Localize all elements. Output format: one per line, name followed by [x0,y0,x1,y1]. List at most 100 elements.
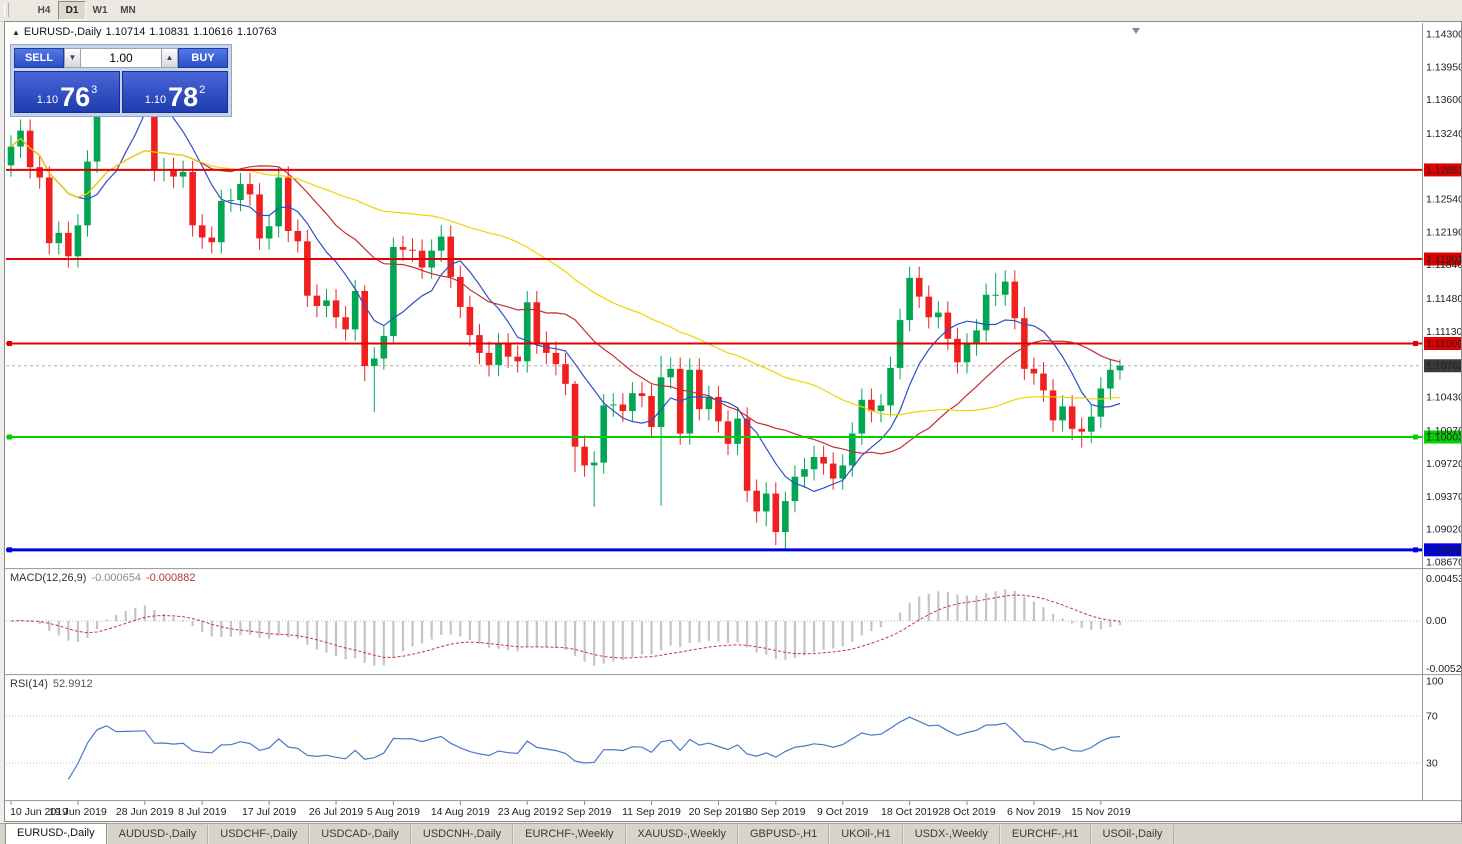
level-handle[interactable] [7,434,12,440]
bid-price-point: 3 [91,84,98,96]
macd-name: MACD(12,26,9) [10,572,87,584]
timeframe-button-d1[interactable]: D1 [58,1,86,20]
chart-tab-usdcad-daily[interactable]: USDCAD-,Daily [309,825,411,844]
level-price-badge[interactable] [1424,543,1461,557]
current-price-badge-label: 1.10763 [1426,360,1461,372]
chart-shift-marker-icon[interactable] [1132,28,1140,34]
date-label: 6 Nov 2019 [1007,806,1061,818]
date-label: 14 Aug 2019 [431,806,490,818]
rsi-scale-label: 70 [1426,711,1438,723]
rsi-line [67,716,1121,780]
sell-button[interactable]: SELL [14,48,64,68]
level-price-badge[interactable] [1424,337,1461,351]
volume-input[interactable] [81,48,161,68]
rsi-indicator-label: RSI(14) 52.9912 [10,678,93,690]
chart-tab-usdx-weekly[interactable]: USDX-,Weekly [902,825,1000,844]
volume-increase-button[interactable]: ▲ [161,48,178,68]
level-price-badge[interactable] [1424,163,1461,177]
level-handle[interactable] [7,547,12,553]
date-label: 15 Nov 2019 [1071,806,1131,818]
price-scale-label: 1.11480 [1426,293,1461,305]
chart-tab-eurchf-h1[interactable]: EURCHF-,H1 [999,825,1091,844]
level-handle[interactable] [1413,547,1418,553]
macd-main-value: -0.000654 [91,572,141,584]
date-label: 26 Jul 2019 [309,806,363,818]
date-label: 10 Jun 2019 [10,806,68,818]
ask-price-display[interactable]: 1.10 78 2 [122,71,228,113]
chart-tab-usdchf-daily[interactable]: USDCHF-,Daily [208,825,310,844]
ma-line-45 [10,137,1121,416]
price-scale-label: 1.09370 [1426,491,1461,503]
ask-price-pips: 78 [168,82,199,112]
chart-tab-eurchf-weekly[interactable]: EURCHF-,Weekly [513,825,626,844]
chart-tab-xauusd-weekly[interactable]: XAUUSD-,Weekly [625,825,738,844]
level-handle[interactable] [7,341,12,347]
chart-tab-usoil-daily[interactable]: USOil-,Daily [1090,825,1175,844]
date-label: 5 Aug 2019 [367,806,420,818]
price-scale-label: 1.09020 [1426,524,1461,536]
macd-scale-label: -0.005205 [1426,663,1461,675]
bid-price-display[interactable]: 1.10 76 3 [14,71,120,113]
price-chart[interactable]: 1.12851 1.11901 1.11000 1.10003 1.08800 1.143… [5,22,1461,821]
volume-decrease-button[interactable]: ▼ [64,48,81,68]
level-price-badge[interactable] [1424,252,1461,266]
chart-tab-ukoil-h1[interactable]: UKOil-,H1 [829,825,903,844]
date-label: 18 Oct 2019 [881,806,938,818]
macd-pane[interactable] [6,589,1422,666]
ask-price-point: 2 [199,84,206,96]
panel-collapse-icon[interactable]: ▲ [12,28,20,37]
bid-price-pips: 76 [60,82,91,112]
macd-scale-label: 0.004536 [1426,573,1461,585]
bid-price-prefix: 1.10 [36,94,59,106]
date-label: 30 Sep 2019 [746,806,806,818]
main-price-pane[interactable] [6,51,1422,551]
timeframe-button-w1[interactable]: W1 [92,5,108,16]
level-price-badge[interactable] [1424,430,1461,444]
macd-signal-value: -0.000882 [145,572,196,584]
buy-button[interactable]: BUY [178,48,228,68]
date-label: 2 Sep 2019 [558,806,612,818]
toolbar-drag-handle[interactable] [4,3,9,17]
ask-price-prefix: 1.10 [144,94,167,106]
rsi-name: RSI(14) [10,678,48,690]
ma-line-20 [10,137,1121,455]
price-scale-label: 1.11130 [1426,326,1461,338]
date-label: 28 Oct 2019 [938,806,995,818]
macd-scale-label: 0.00 [1426,615,1447,627]
level-handle[interactable] [1413,434,1418,440]
ohlc-close: 1.10763 [236,26,277,38]
date-label: 23 Aug 2019 [498,806,557,818]
price-scale-label: 1.12190 [1426,226,1461,238]
price-scale-label: 1.10070 [1426,425,1461,437]
ohlc-open: 1.10714 [105,26,146,38]
level-price-badge-label: 1.11901 [1426,254,1461,266]
chart-tab-gbpusd-h1[interactable]: GBPUSD-,H1 [737,825,830,844]
price-scale-label: 1.13240 [1426,128,1461,140]
chart-panel: 1.12851 1.11901 1.11000 1.10003 1.08800 1.143… [4,21,1462,822]
rsi-pane[interactable] [6,715,1422,780]
level-price-badge-label: 1.10003 [1426,432,1461,444]
price-scale-label: 1.11840 [1426,259,1461,271]
price-scale-label: 1.09720 [1426,458,1461,470]
chart-tab-usdcnh-daily[interactable]: USDCNH-,Daily [410,825,514,844]
price-scale-label: 1.10430 [1426,391,1461,403]
chart-tab-eurusd-daily[interactable]: EURUSD-,Daily [5,823,107,844]
current-price-badge [1424,359,1461,373]
chart-ohlc-header: ▲ EURUSD-,Daily 1.10714 1.10831 1.10616 1.107… [12,26,281,38]
chart-symbol-label: EURUSD-,Daily [23,26,102,38]
timeframe-buttons: H4 D1 W1 MN [30,1,142,20]
level-price-badge-label: 1.12851 [1426,164,1461,176]
level-price-badge-label: 1.11000 [1426,338,1461,350]
price-scale-label: 1.12540 [1426,194,1461,206]
date-label: 28 Jun 2019 [116,806,174,818]
level-handle[interactable] [1413,341,1418,347]
date-label: 20 Sep 2019 [689,806,749,818]
level-price-badge-label: 1.08800 [1426,544,1461,556]
timeframe-button-h4[interactable]: H4 [37,5,51,16]
chart-tab-audusd-daily[interactable]: AUDUSD-,Daily [106,825,209,844]
timeframe-button-mn[interactable]: MN [120,5,136,16]
ma-line-8 [10,105,1121,493]
price-scale-label: 1.13600 [1426,94,1461,106]
